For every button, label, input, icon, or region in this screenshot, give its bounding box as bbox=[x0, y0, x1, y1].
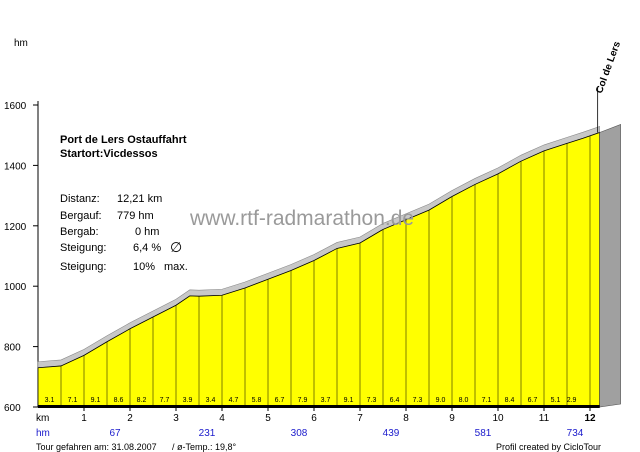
x-axis-unit-label: km bbox=[36, 413, 49, 424]
summit-label: Col de Lers bbox=[594, 40, 623, 95]
profile-side-face bbox=[599, 124, 621, 408]
segment-grade-label: 3.7 bbox=[321, 397, 331, 404]
segment-grade-label: 2.9 bbox=[567, 397, 577, 404]
distance-label: Distanz: bbox=[60, 193, 100, 205]
x-tick-label: 10 bbox=[492, 413, 504, 424]
x-tick-label: 9 bbox=[449, 413, 455, 424]
y-tick-label: 1600 bbox=[4, 101, 27, 112]
x-tick-label: 2 bbox=[127, 413, 133, 424]
cumulative-hm-label: 581 bbox=[475, 428, 492, 439]
ascent-label: Bergauf: bbox=[60, 210, 102, 222]
segment-grade-label: 6.4 bbox=[390, 397, 400, 404]
segment-grade-label: 7.9 bbox=[298, 397, 308, 404]
segment-grade-label: 3.4 bbox=[206, 397, 216, 404]
segment-grade-label: 8.6 bbox=[114, 397, 124, 404]
x-tick-label: 1 bbox=[81, 413, 87, 424]
x-tick-label: 11 bbox=[539, 413, 550, 424]
y-axis-unit-label: hm bbox=[14, 38, 28, 49]
avg-grade-value: 6,4 % bbox=[133, 242, 162, 254]
segment-grade-label: 8.0 bbox=[459, 397, 469, 404]
segment-grade-label: 6.7 bbox=[275, 397, 285, 404]
cumulative-hm-label: 734 bbox=[567, 428, 584, 439]
y-tick-label: 1000 bbox=[4, 282, 27, 293]
segment-grade-label: 9.1 bbox=[91, 397, 101, 404]
average-symbol-icon: ∅ bbox=[170, 239, 183, 255]
cumulative-hm-label: 308 bbox=[291, 428, 308, 439]
segment-grade-label: 9.1 bbox=[344, 397, 354, 404]
segment-grade-label: 6.7 bbox=[528, 397, 538, 404]
cumulative-hm-label: 439 bbox=[383, 428, 400, 439]
max-grade-label: Steigung: bbox=[60, 261, 107, 273]
segment-grade-label: 7.7 bbox=[160, 397, 170, 404]
x-tick-label: 12 bbox=[584, 413, 596, 424]
route-title: Port de Lers Ostauffahrt bbox=[60, 134, 187, 146]
y-tick-label: 600 bbox=[4, 403, 21, 414]
segment-grade-label: 8.4 bbox=[505, 397, 515, 404]
segment-grade-label: 7.1 bbox=[68, 397, 78, 404]
x-tick-label: 7 bbox=[357, 413, 363, 424]
x-tick-label: 8 bbox=[403, 413, 409, 424]
x-tick-label: 6 bbox=[311, 413, 317, 424]
km-baseline bbox=[38, 405, 600, 408]
segment-grade-label: 3.9 bbox=[183, 397, 193, 404]
max-grade-value: 10% bbox=[133, 261, 156, 273]
x-tick-label: 5 bbox=[265, 413, 271, 424]
segment-grade-label: 7.1 bbox=[482, 397, 492, 404]
segment-grade-label: 8.2 bbox=[137, 397, 147, 404]
descent-label: Bergab: bbox=[60, 226, 99, 238]
tour-date-text: Tour gefahren am: 31.08.2007 bbox=[36, 442, 157, 452]
x-tick-label: 3 bbox=[173, 413, 179, 424]
watermark-text: www.rtf-radmarathon.de bbox=[189, 207, 414, 230]
segment-grade-label: 7.3 bbox=[367, 397, 377, 404]
segment-grade-label: 5.1 bbox=[551, 397, 561, 404]
cumulative-hm-label: 231 bbox=[199, 428, 216, 439]
hm-row-label: hm bbox=[36, 428, 50, 439]
cumulative-hm-label: 67 bbox=[109, 428, 121, 439]
y-tick-label: 800 bbox=[4, 343, 21, 354]
avg-grade-label: Steigung: bbox=[60, 242, 107, 254]
distance-value: 12,21 km bbox=[117, 193, 163, 205]
y-tick-label: 1200 bbox=[4, 222, 27, 233]
profile-area bbox=[37, 131, 601, 408]
segment-grade-label: 4.7 bbox=[229, 397, 239, 404]
y-tick-label: 1400 bbox=[4, 161, 27, 172]
start-location: Startort:Vicdessos bbox=[60, 148, 158, 160]
segment-grade-label: 7.3 bbox=[413, 397, 423, 404]
segment-grade-label: 3.1 bbox=[45, 397, 55, 404]
profile-credit-text: Profil created by CicloTour bbox=[496, 442, 601, 452]
segment-grade-label: 9.0 bbox=[436, 397, 446, 404]
descent-value: 0 hm bbox=[135, 226, 160, 238]
segment-grade-label: 5.8 bbox=[252, 397, 262, 404]
x-tick-label: 4 bbox=[219, 413, 225, 424]
max-grade-suffix: max. bbox=[164, 261, 188, 273]
ascent-value: 779 hm bbox=[117, 210, 154, 222]
avg-temperature-text: / ø-Temp.: 19,8° bbox=[172, 442, 237, 452]
